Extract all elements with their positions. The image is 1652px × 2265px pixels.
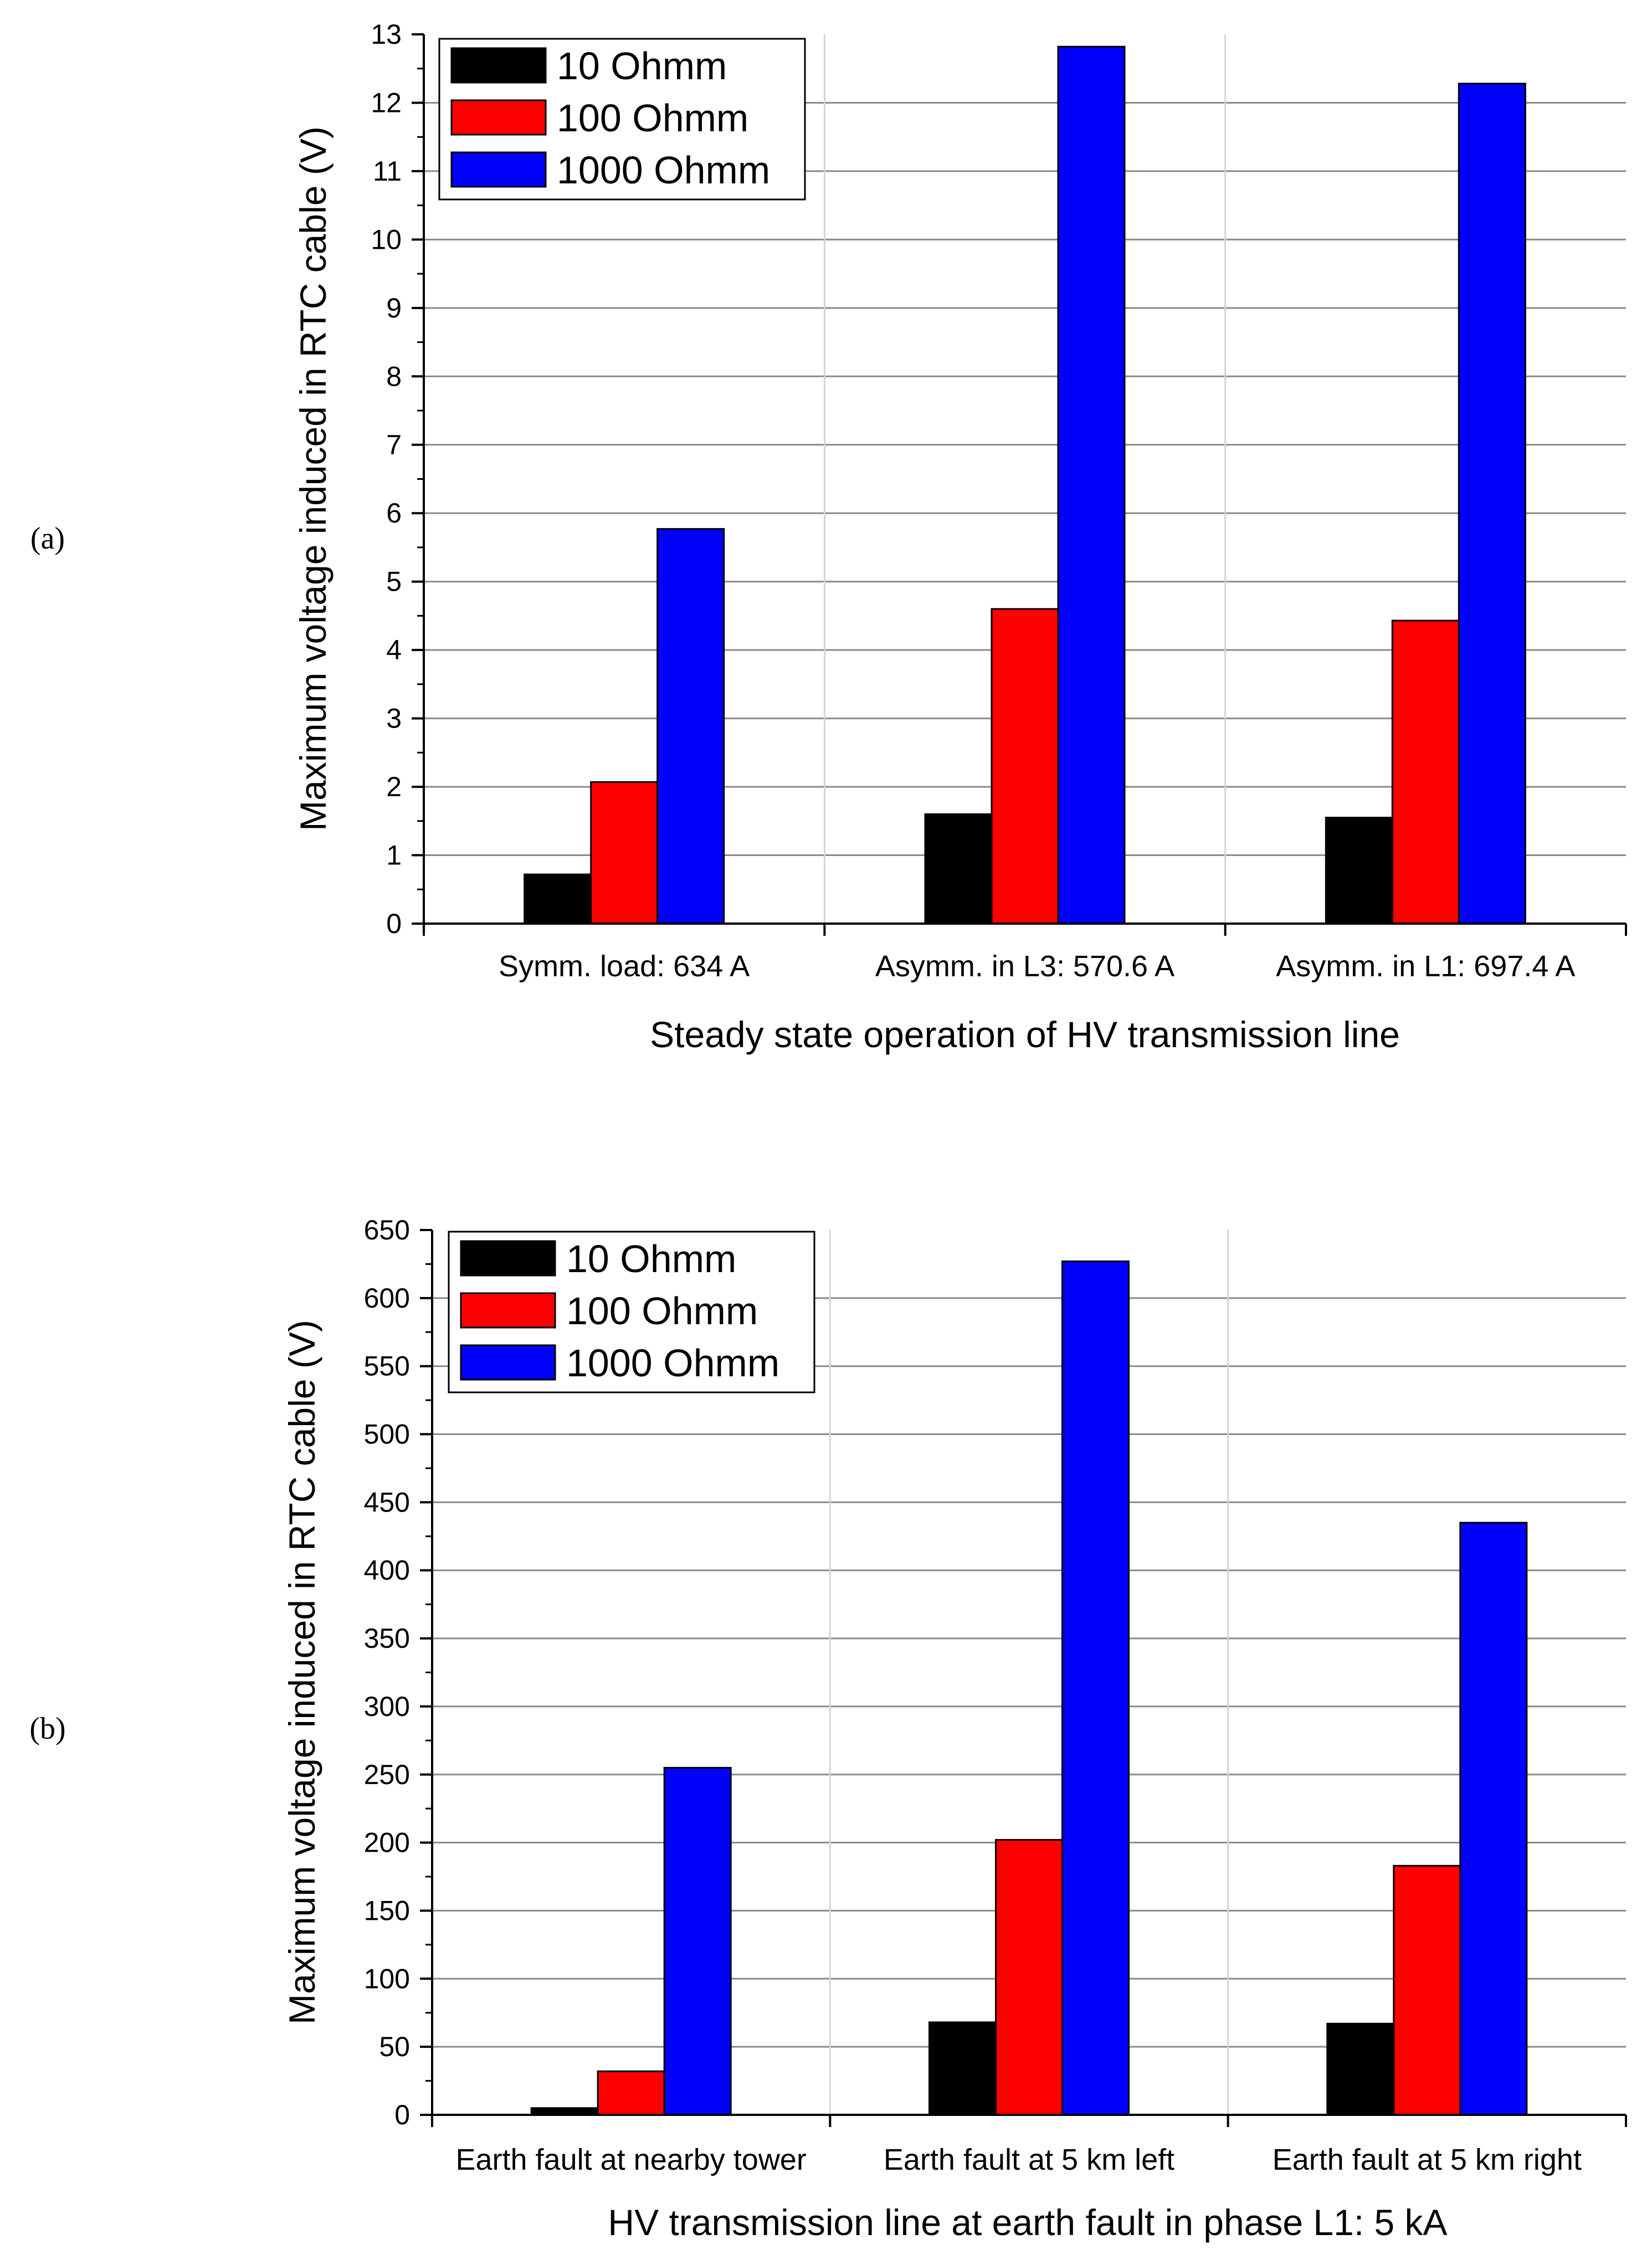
category-separators-b (829, 1230, 1229, 2115)
y-tick-label-a-8: 8 (386, 361, 402, 392)
legend-swatch-a-2 (450, 151, 547, 188)
bar-b-1-0 (597, 2070, 665, 2116)
y-tick-label-a-2: 2 (386, 771, 402, 802)
panel-label-b: (b) (29, 1711, 65, 1746)
bar-a-0-2 (1325, 817, 1393, 925)
x-axis-title-b: HV transmission line at earth fault in p… (608, 2202, 1447, 2243)
bar-a-1-0 (590, 781, 659, 925)
x-category-label-b-1: Earth fault at 5 km left (884, 2143, 1174, 2176)
y-ticks-b: 0 50 100 150 200 250 300 350 400 450 500 550 600 650 (364, 1215, 432, 2130)
y-axis-title-b: Maximum voltage induced in RTC cable (V) (281, 1320, 322, 2025)
legend-label-b-2: 1000 Ohmm (566, 1341, 779, 1385)
bar-a-1-1 (991, 608, 1059, 925)
panel-label-a: (a) (30, 521, 65, 556)
y-tick-label-b-4: 200 (364, 1827, 410, 1858)
legend-label-a-0: 10 Ohmm (557, 44, 727, 88)
bar-a-0-1 (924, 813, 993, 925)
legend-swatch-b-2 (460, 1344, 556, 1381)
legend-swatch-a-0 (450, 47, 547, 84)
x-category-label-a-1: Asymm. in L3: 570.6 A (875, 950, 1174, 983)
bar-b-2-1 (1061, 1260, 1130, 2116)
bars-b (530, 1260, 1528, 2116)
legend-label-a-1: 100 Ohmm (557, 96, 748, 140)
bar-b-0-1 (928, 2021, 997, 2116)
bar-a-0-0 (524, 873, 592, 925)
y-tick-label-a-5: 5 (386, 566, 402, 597)
y-axis-title-a: Maximum voltage induced in RTC cable (V) (293, 126, 334, 831)
x-category-label-b-0: Earth fault at nearby tower (455, 2143, 806, 2176)
y-tick-label-a-4: 4 (386, 634, 402, 665)
chart-panel-b: (b) 0 50 100 150 200 250 300 350 400 450 500 550 600… (29, 1215, 1627, 2243)
x-category-label-b-2: Earth fault at 5 km right (1273, 2143, 1582, 2176)
y-tick-label-a-1: 1 (386, 840, 402, 871)
y-tick-label-a-11: 11 (373, 156, 402, 187)
y-tick-label-b-10: 500 (364, 1419, 410, 1450)
y-tick-label-b-2: 100 (364, 1963, 410, 1994)
x-category-label-a-0: Symm. load: 634 A (499, 950, 750, 983)
bar-b-1-1 (995, 1839, 1063, 2116)
x-category-label-a-2: Asymm. in L1: 697.4 A (1276, 950, 1575, 983)
y-tick-label-a-10: 10 (371, 224, 402, 255)
bar-a-2-1 (1057, 45, 1126, 925)
legend-label-a-2: 1000 Ohmm (557, 148, 770, 192)
x-ticks-b: Earth fault at nearby tower Earth fault a… (431, 2115, 1627, 2176)
y-tick-label-b-12: 600 (364, 1283, 410, 1314)
legend-label-b-0: 10 Ohmm (566, 1237, 736, 1280)
legend-a: 10 Ohmm 100 Ohmm 1000 Ohmm (438, 38, 806, 201)
bar-b-0-2 (1326, 2022, 1395, 2116)
y-tick-label-b-9: 450 (364, 1487, 410, 1518)
legend-swatch-a-1 (450, 99, 547, 136)
y-tick-label-b-11: 550 (364, 1351, 410, 1382)
bar-a-2-2 (1458, 83, 1526, 925)
bar-b-1-2 (1393, 1864, 1461, 2116)
y-tick-label-b-0: 0 (394, 2099, 410, 2130)
y-tick-label-b-6: 300 (364, 1691, 410, 1722)
bar-a-1-2 (1391, 619, 1460, 925)
y-tick-label-b-13: 650 (364, 1215, 410, 1246)
bar-b-2-2 (1459, 1521, 1528, 2116)
y-tick-label-b-8: 400 (364, 1555, 410, 1586)
y-tick-label-a-0: 0 (386, 908, 402, 939)
y-tick-label-b-3: 150 (364, 1895, 410, 1926)
y-tick-label-a-9: 9 (386, 293, 402, 324)
bars-a (524, 45, 1526, 925)
y-tick-label-b-1: 50 (379, 2031, 410, 2062)
y-tick-label-b-5: 250 (364, 1759, 410, 1790)
y-tick-label-a-6: 6 (386, 498, 402, 529)
y-tick-label-a-13: 13 (371, 19, 402, 50)
bar-a-2-0 (656, 528, 725, 925)
legend-label-b-1: 100 Ohmm (566, 1289, 758, 1333)
x-ticks-a: Symm. load: 634 A Asymm. in L3: 570.6 A As… (423, 924, 1627, 983)
legend-swatch-b-1 (460, 1292, 556, 1329)
y-tick-label-b-7: 350 (364, 1623, 410, 1654)
legend-b: 10 Ohmm 100 Ohmm 1000 Ohmm (448, 1231, 815, 1393)
category-separators-a (823, 34, 1227, 924)
y-tick-label-a-7: 7 (386, 429, 402, 460)
bar-b-2-0 (663, 1766, 732, 2116)
y-tick-label-a-3: 3 (386, 703, 402, 734)
y-tick-label-a-12: 12 (371, 87, 402, 118)
x-axis-title-a: Steady state operation of HV transmissio… (650, 1014, 1400, 1055)
legend-swatch-b-0 (460, 1240, 556, 1277)
